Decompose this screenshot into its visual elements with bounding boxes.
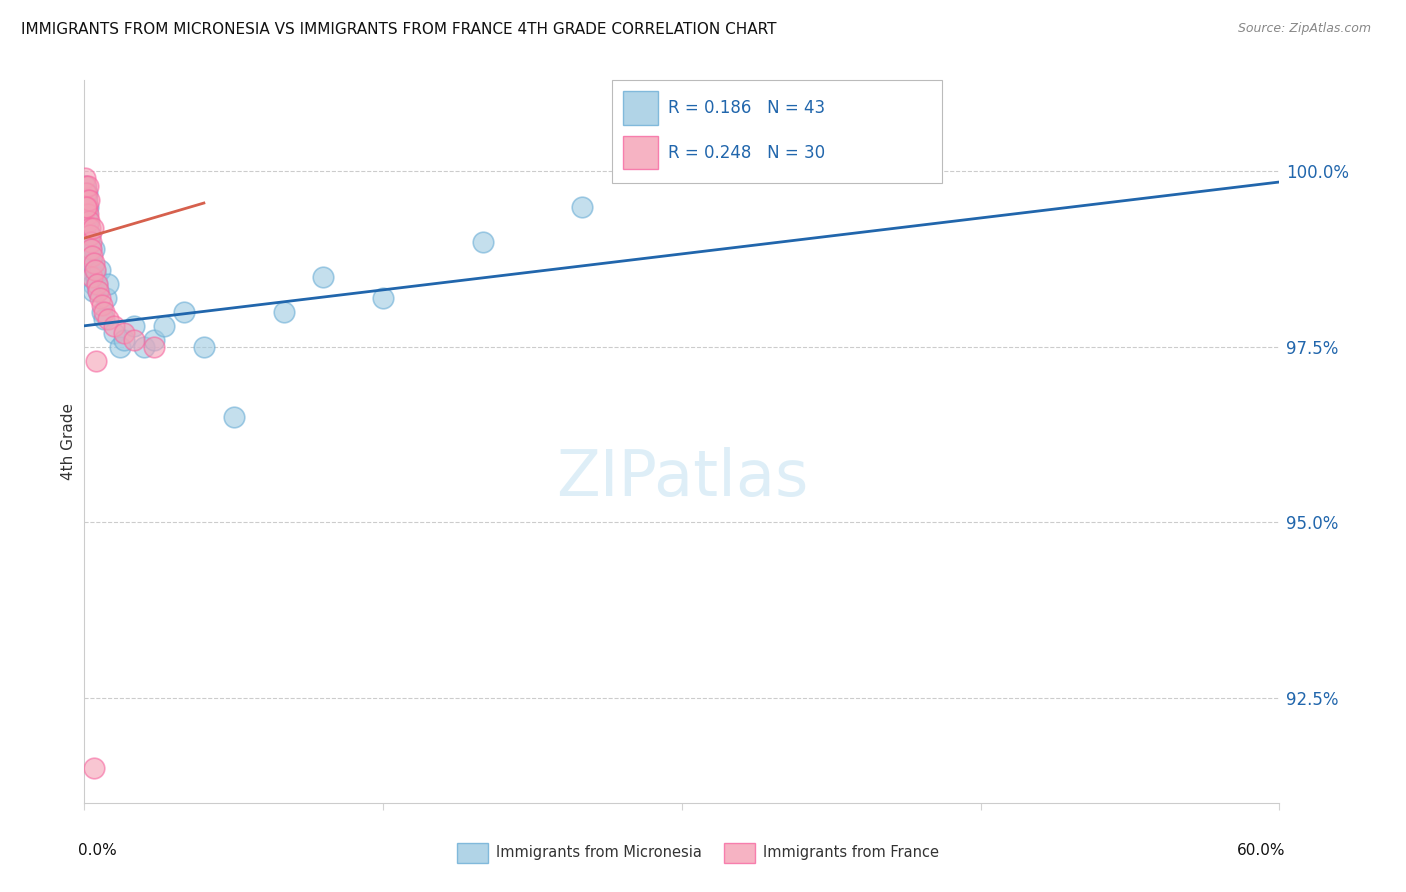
Point: [96, 291, 118, 305]
Point: [76, 200, 98, 214]
Point: [91, 298, 114, 312]
Text: ZIPatlas: ZIPatlas: [555, 447, 808, 508]
Point: [173, 305, 195, 319]
Text: 0.0%: 0.0%: [79, 843, 117, 857]
Point: [86, 354, 108, 368]
Point: [75, 200, 97, 214]
Text: IMMIGRANTS FROM MICRONESIA VS IMMIGRANTS FROM FRANCE 4TH GRADE CORRELATION CHART: IMMIGRANTS FROM MICRONESIA VS IMMIGRANTS…: [21, 22, 776, 37]
Point: [82, 255, 104, 269]
Point: [79, 220, 101, 235]
Point: [79, 262, 101, 277]
Point: [77, 178, 100, 193]
Point: [76, 206, 98, 220]
Point: [75, 171, 97, 186]
Point: [79, 227, 101, 242]
Point: [143, 340, 166, 354]
Point: [80, 235, 103, 249]
Point: [222, 409, 245, 424]
Point: [87, 284, 110, 298]
Point: [76, 213, 98, 227]
Point: [75, 178, 97, 193]
Text: Immigrants from Micronesia: Immigrants from Micronesia: [496, 846, 702, 860]
Point: [77, 220, 100, 235]
Point: [77, 200, 100, 214]
Point: [80, 269, 103, 284]
Point: [103, 318, 125, 333]
Point: [73, 220, 96, 235]
Point: [110, 340, 132, 354]
Text: Immigrants from France: Immigrants from France: [763, 846, 939, 860]
Text: R = 0.186   N = 43: R = 0.186 N = 43: [668, 99, 825, 117]
Point: [93, 311, 115, 326]
Point: [86, 277, 108, 291]
Point: [193, 340, 215, 354]
Text: Source: ZipAtlas.com: Source: ZipAtlas.com: [1237, 22, 1371, 36]
Point: [75, 186, 97, 200]
Point: [112, 333, 135, 347]
Point: [76, 193, 98, 207]
Point: [77, 213, 100, 227]
Point: [91, 305, 114, 319]
Y-axis label: 4th Grade: 4th Grade: [60, 403, 76, 480]
Point: [77, 206, 100, 220]
Point: [373, 291, 395, 305]
Point: [84, 262, 107, 277]
Point: [75, 178, 97, 193]
Point: [571, 200, 593, 214]
Point: [82, 220, 104, 235]
Point: [89, 291, 111, 305]
Point: [79, 227, 101, 242]
Point: [122, 333, 145, 347]
Point: [82, 269, 104, 284]
Point: [75, 200, 97, 214]
Point: [132, 340, 156, 354]
Point: [97, 277, 120, 291]
Point: [471, 235, 494, 249]
Point: [93, 305, 115, 319]
Point: [79, 235, 101, 249]
Point: [112, 326, 135, 340]
Point: [86, 277, 108, 291]
Point: [87, 284, 110, 298]
Text: 60.0%: 60.0%: [1237, 843, 1285, 857]
Point: [79, 193, 101, 207]
Point: [82, 277, 104, 291]
Point: [122, 318, 145, 333]
Point: [83, 242, 105, 256]
Point: [82, 284, 104, 298]
Point: [75, 193, 97, 207]
Point: [77, 249, 100, 263]
Point: [97, 311, 120, 326]
Point: [103, 326, 125, 340]
Point: [153, 318, 176, 333]
Point: [84, 262, 107, 277]
Text: R = 0.248   N = 30: R = 0.248 N = 30: [668, 144, 825, 161]
Point: [76, 186, 98, 200]
Point: [80, 242, 103, 256]
Point: [312, 269, 335, 284]
Point: [83, 255, 105, 269]
Point: [273, 305, 295, 319]
Point: [83, 761, 105, 775]
Point: [80, 249, 103, 263]
Point: [143, 333, 166, 347]
Point: [89, 262, 111, 277]
Point: [86, 269, 108, 284]
Point: [80, 242, 103, 256]
